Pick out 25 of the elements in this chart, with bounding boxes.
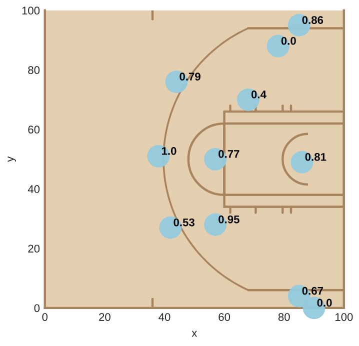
y-tick-label: 0 xyxy=(34,304,40,312)
annotation: 0.53 xyxy=(174,218,194,226)
y-tick-label: 40 xyxy=(28,185,40,194)
x-tick-label: 40 xyxy=(158,313,170,321)
annotation: 0.4 xyxy=(251,90,266,98)
x-tick-label: 80 xyxy=(278,313,290,321)
y-tick-label: 100 xyxy=(22,6,40,15)
y-tick-label: 80 xyxy=(28,66,40,74)
x-axis-title: x xyxy=(192,330,198,337)
annotation: 0.81 xyxy=(305,152,326,161)
annotation: 0.0 xyxy=(281,36,296,45)
x-tick-label: 60 xyxy=(218,313,230,321)
annotation: 0.86 xyxy=(302,16,324,24)
x-tick-label: 0 xyxy=(42,313,48,321)
y-axis-title: y xyxy=(8,156,16,162)
annotation: 0.77 xyxy=(218,150,240,158)
x-tick-label: 100 xyxy=(336,313,353,321)
annotation: 0.67 xyxy=(302,286,323,295)
annotation: 0.79 xyxy=(180,72,200,81)
y-tick-label: 60 xyxy=(28,126,40,134)
annotation: 0.0 xyxy=(317,298,332,307)
y-tick-label: 20 xyxy=(28,244,40,253)
annotation: 1.0 xyxy=(162,147,176,155)
annotation: 0.95 xyxy=(218,215,240,224)
x-tick-label: 20 xyxy=(99,313,110,321)
